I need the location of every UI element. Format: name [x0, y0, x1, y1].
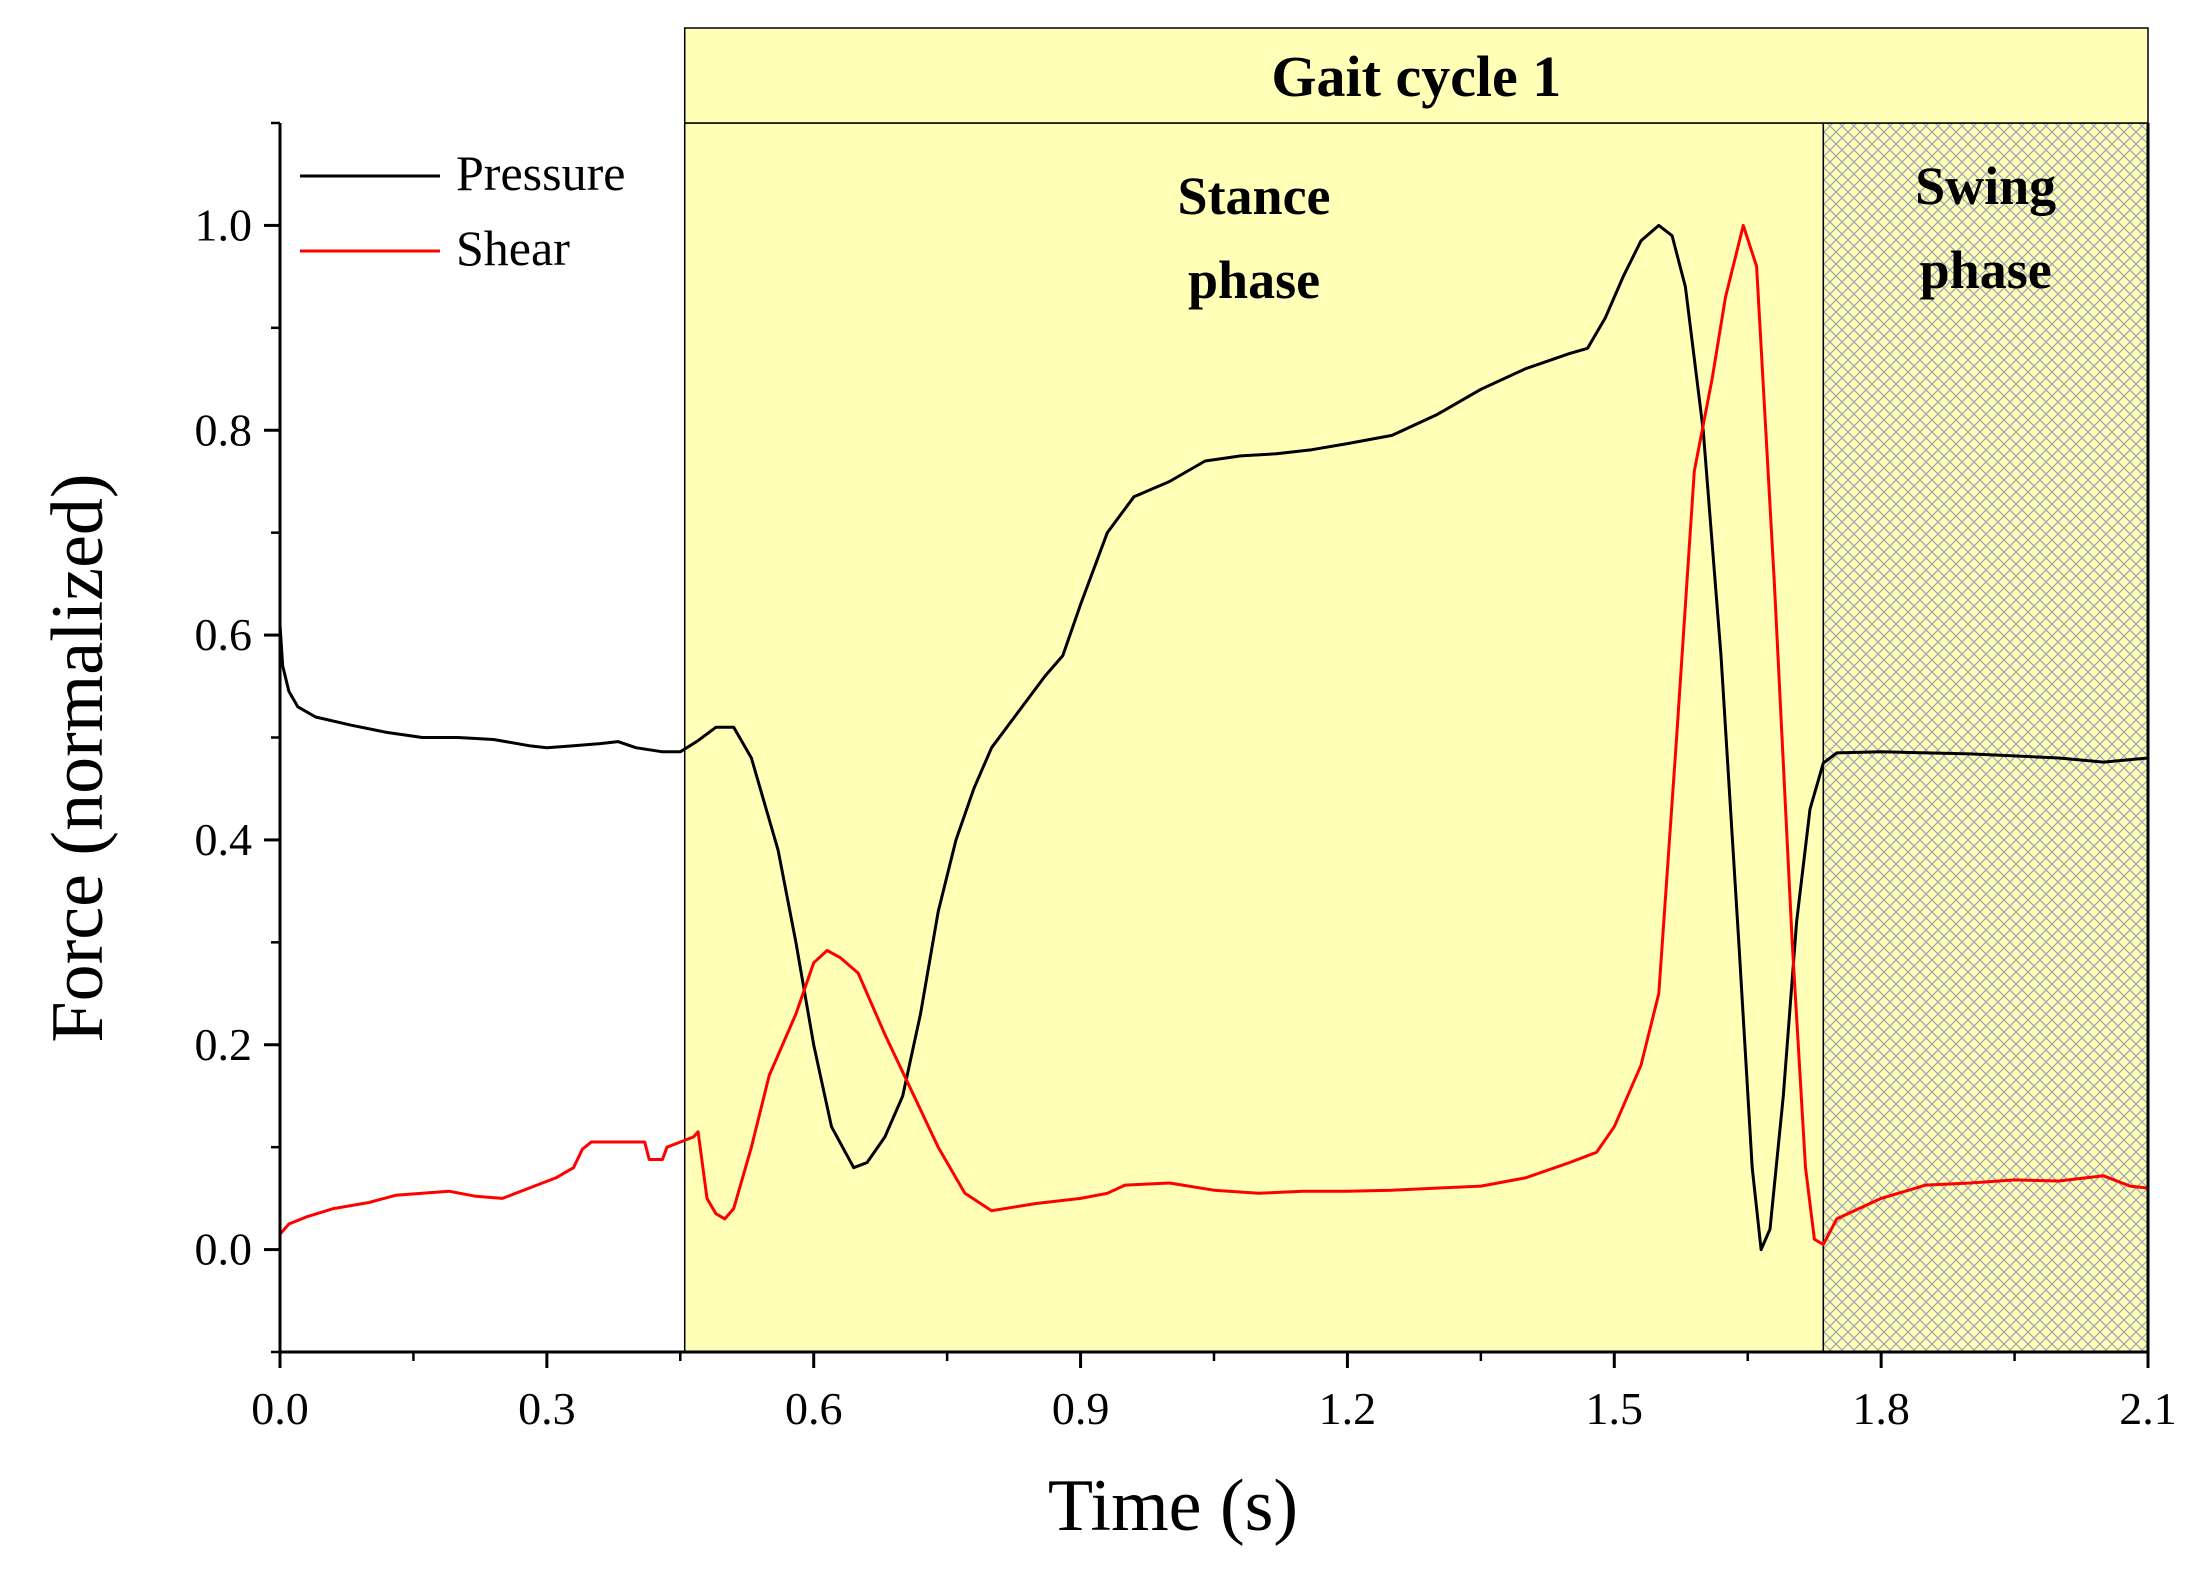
stance-phase-label: phase	[1188, 250, 1320, 310]
y-tick-label: 1.0	[195, 199, 253, 250]
pressure-line	[278, 223, 2149, 1252]
x-tick-label: 0.3	[518, 1383, 576, 1434]
y-tick-label: 0.6	[195, 609, 253, 660]
axes: 0.0 0.3 0.6 0.9 1.2 1.5 1.8 2.1 0.0 0.2 0.4 0.6 0.8 1…	[195, 121, 2177, 1434]
y-tick-label: 0.0	[195, 1224, 253, 1275]
shear-line	[278, 223, 2149, 1246]
x-tick-label: 0.6	[785, 1383, 843, 1434]
x-tick-label: 2.1	[2119, 1383, 2177, 1434]
y-axis-title: Force (normalized)	[37, 473, 119, 1042]
data-series	[278, 223, 2149, 1252]
legend-pressure-label: Pressure	[456, 145, 625, 201]
y-tick-label: 0.8	[195, 404, 253, 455]
y-tick-label: 0.2	[195, 1019, 253, 1070]
x-axis-title: Time (s)	[1048, 1465, 1298, 1547]
x-tick-label: 1.8	[1852, 1383, 1910, 1434]
stance-phase-region	[683, 122, 1825, 1353]
legend-shear-label: Shear	[456, 220, 570, 276]
gait-cycle-band: Gait cycle 1	[683, 27, 2149, 124]
swing-phase-label: phase	[1920, 240, 2052, 300]
x-tick-label: 0.0	[251, 1383, 309, 1434]
x-tick-label: 1.5	[1586, 1383, 1644, 1434]
x-tick-label: 0.9	[1052, 1383, 1110, 1434]
legend: Pressure Shear	[300, 145, 625, 276]
y-tick-label: 0.4	[195, 814, 253, 865]
phase-regions: Stance phase Swing phase	[683, 122, 2149, 1353]
x-tick-label: 1.2	[1319, 1383, 1377, 1434]
gait-cycle-band-rect	[683, 27, 2149, 124]
swing-phase-region	[1822, 122, 2149, 1353]
swing-phase-label: Swing	[1915, 156, 2056, 216]
stance-phase-label: Stance	[1178, 166, 1331, 226]
gait-cycle-label: Gait cycle 1	[1271, 44, 1561, 109]
